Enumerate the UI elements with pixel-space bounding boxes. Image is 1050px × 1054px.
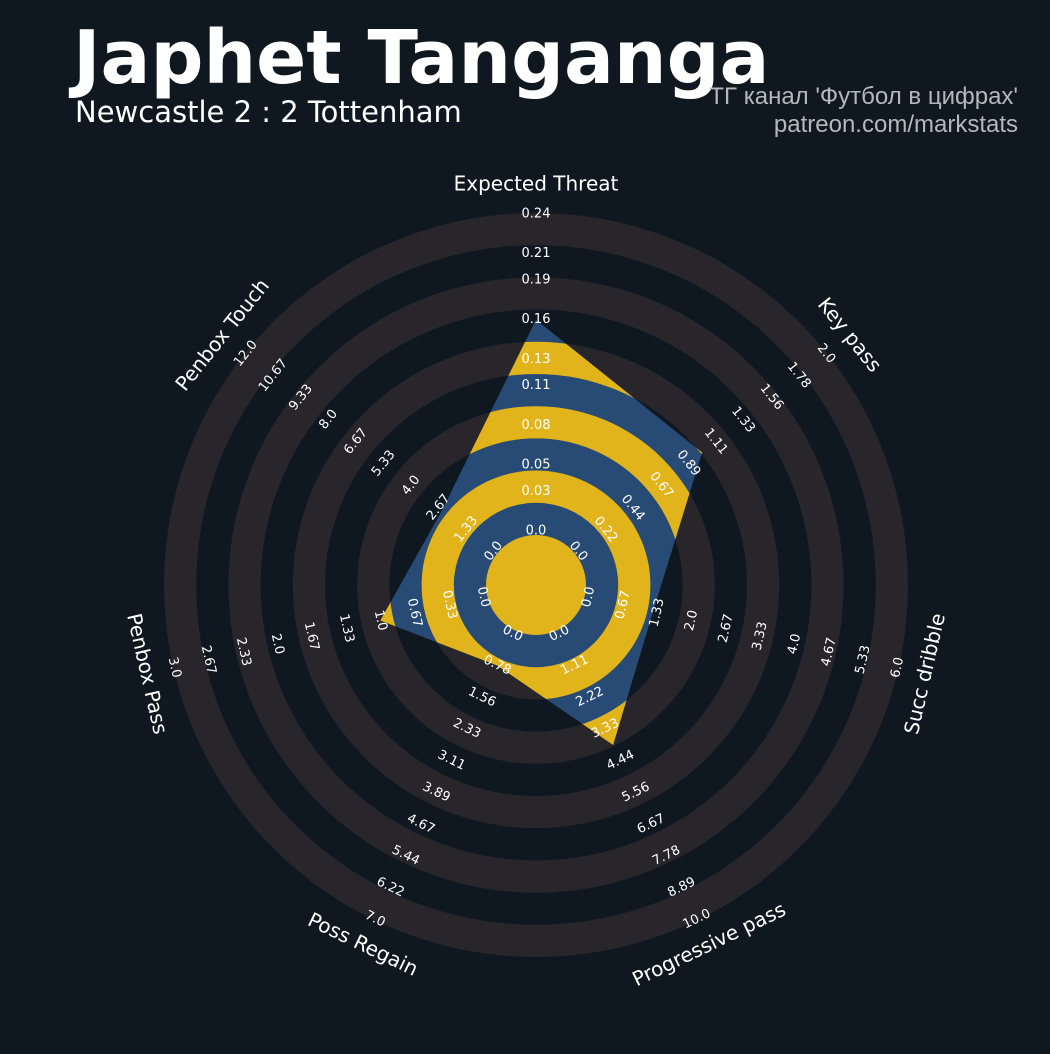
tick-label: 2.0	[682, 609, 701, 633]
tick-label: 2.0	[268, 632, 287, 656]
tick-label: 0.05	[522, 457, 551, 472]
tick-label: 0.67	[404, 597, 425, 629]
credit: patreon.com/markstats	[774, 111, 1018, 138]
chart-subtitle: Newcastle 2 : 2 Tottenham	[75, 95, 462, 129]
param-label: Penbox Pass	[122, 611, 173, 736]
tick-label: 0.16	[522, 312, 551, 327]
tick-label: 5.33	[853, 644, 874, 676]
tick-label: 0.0	[579, 585, 598, 609]
tick-label: 2.67	[198, 644, 219, 676]
tick-label: 0.24	[522, 207, 551, 222]
tick-label: 6.0	[888, 656, 907, 680]
tick-label: 0.08	[522, 418, 551, 433]
tick-label: 2.67	[716, 613, 737, 645]
tick-label: 4.0	[785, 632, 804, 656]
tick-label: 4.67	[819, 636, 840, 668]
radar-band	[486, 535, 586, 635]
tick-label: 0.03	[522, 484, 551, 499]
tick-label: 1.33	[336, 613, 357, 645]
tick-label: 3.33	[750, 620, 771, 652]
tick-label: 0.11	[522, 378, 551, 393]
tick-label: 5.33	[369, 448, 399, 480]
tick-label: 0.33	[439, 589, 460, 621]
tick-label: 2.33	[233, 636, 254, 668]
tick-label: 1.67	[301, 621, 322, 653]
tick-label: 3.11	[435, 748, 468, 774]
tick-label: 0.0	[526, 524, 547, 539]
tick-label: 0.67	[613, 589, 634, 621]
param-label: Succ dribble	[899, 611, 950, 737]
tick-label: 3.0	[165, 656, 184, 680]
tick-label: 0.21	[522, 246, 551, 261]
radar	[380, 319, 703, 745]
tick-label: 0.13	[522, 352, 551, 367]
tick-label: 4.44	[604, 747, 637, 773]
tick-label: 1.0	[371, 609, 390, 633]
tick-label: 0.0	[474, 585, 493, 609]
tick-label: 1.33	[647, 597, 668, 629]
param-label: Expected Threat	[454, 172, 619, 196]
chart-title: Japhet Tanganga	[68, 15, 770, 101]
tick-label: 0.19	[522, 273, 551, 288]
radar-alt	[380, 319, 703, 745]
credit: ТГ канал 'Футбол в цифрах'	[709, 83, 1018, 110]
